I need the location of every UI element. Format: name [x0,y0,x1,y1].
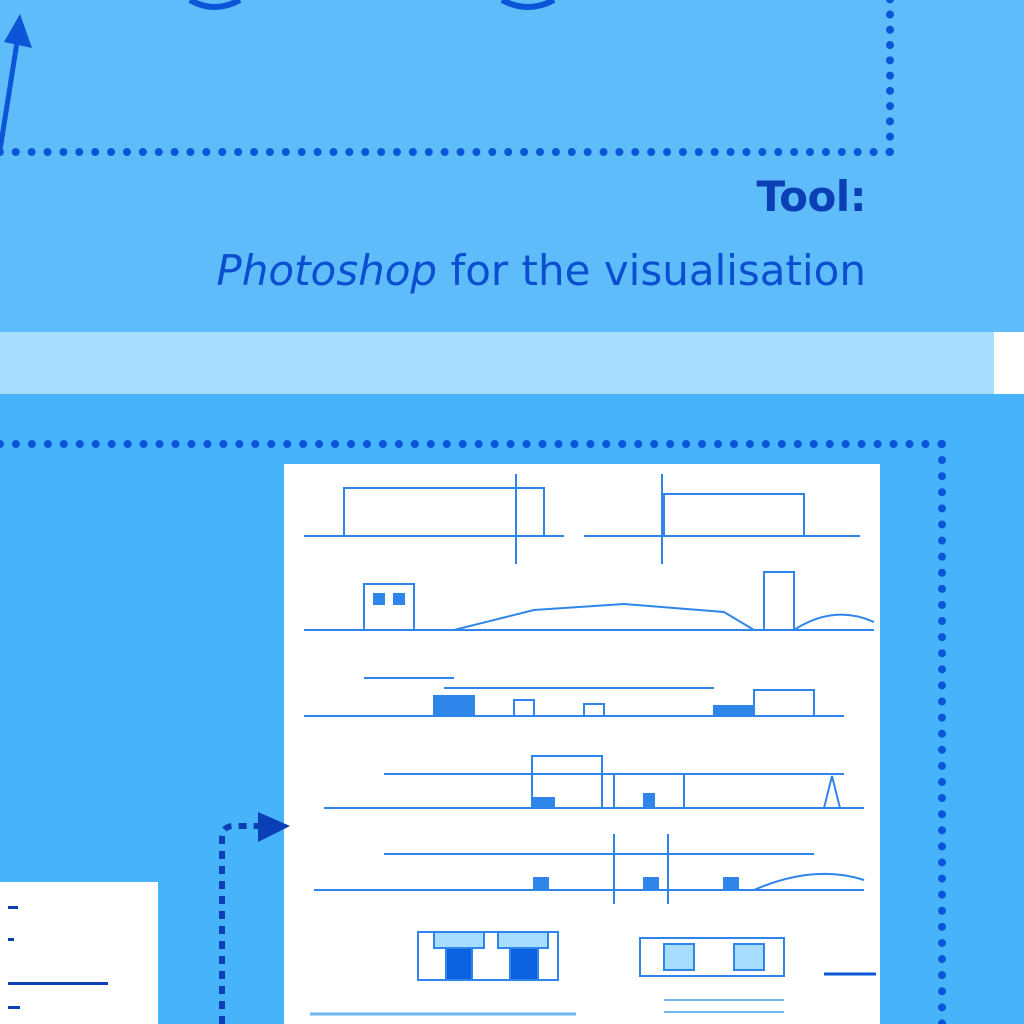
arrow-up-icon [0,14,32,151]
divider-band [0,332,994,394]
elevation-row-3 [304,677,844,717]
elevation-row-4 [324,755,864,809]
tool-purpose: for the visualisation [437,246,866,295]
elevation-drawings [304,474,876,1016]
elevation-row-6 [417,931,876,981]
elevation-row-1 [304,474,860,564]
elevation-row-5 [314,834,865,904]
arrow-right-icon [219,812,290,1024]
elevation-row-2 [304,571,875,631]
tool-label: Tool: [756,172,867,221]
top-panel: Tool: Photoshop for the visualisation [0,0,1024,332]
tool-description: Photoshop for the visualisation [216,246,866,295]
top-partial-circles [188,0,556,10]
tool-software: Photoshop [216,246,438,295]
sheet-legend [310,999,784,1016]
dotted-frame-top [0,0,894,156]
legend-sheet [0,882,158,1024]
divider-white-edge [994,332,1024,394]
elevation-drawing-sheet [284,464,880,1024]
legend-lines [8,906,108,1009]
dotted-frame-bottom [0,440,946,1024]
